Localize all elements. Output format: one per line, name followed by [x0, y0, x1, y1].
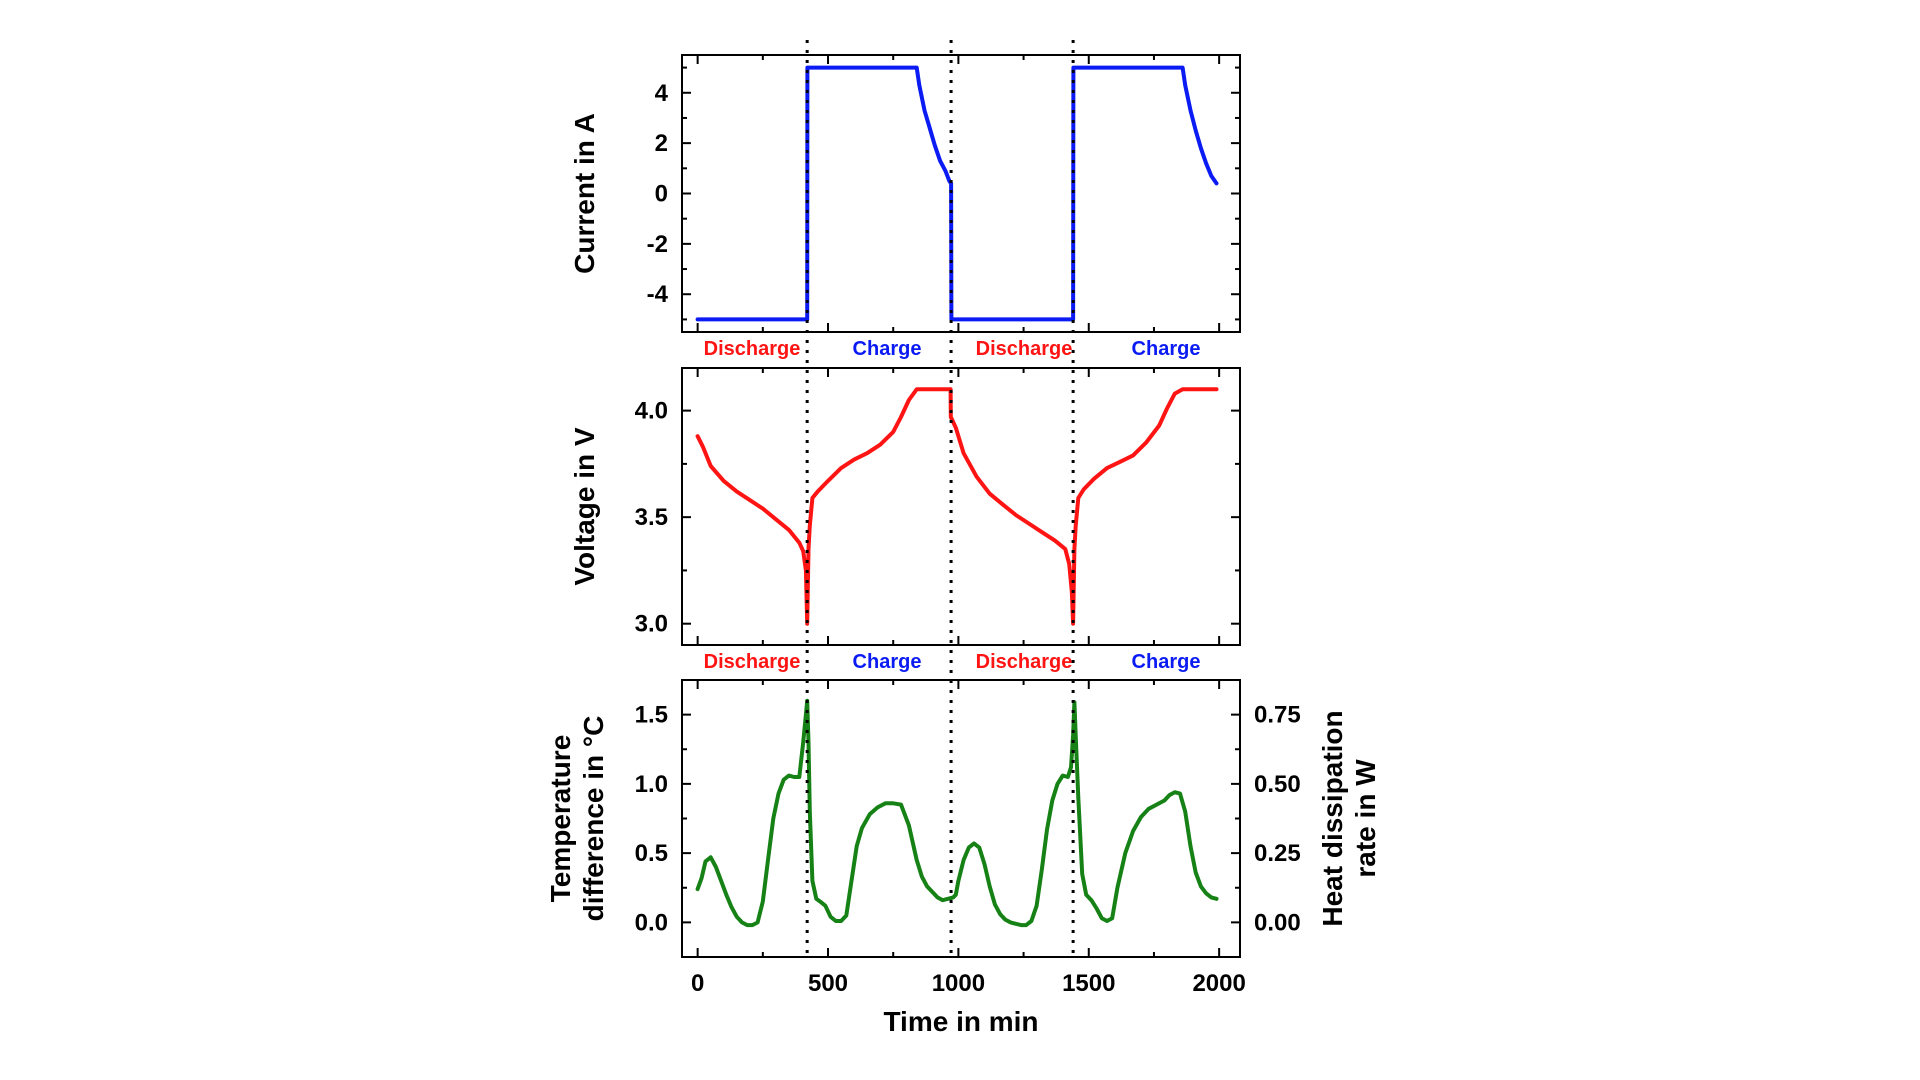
y-right-axis-title-line: rate in W	[1350, 759, 1381, 878]
y-tick-label: -2	[647, 231, 668, 258]
y-axis-title-line: difference in °C	[578, 716, 609, 922]
y-tick-label: 0.0	[635, 909, 668, 936]
y-right-axis-title: Heat dissipationrate in W	[1317, 710, 1381, 926]
y-tick-label: 4.0	[635, 398, 668, 425]
phase-label-charge: Charge	[1132, 338, 1201, 360]
current-panel: -4 -2 0 2 4 Current in A Discharge Charge Discha…	[569, 54, 1241, 360]
y-axis-title-line: Temperature	[545, 735, 576, 903]
phase-dividers	[805, 40, 1075, 957]
series-line-current	[695, 65, 1219, 322]
y-tick-label: 1.5	[635, 702, 668, 729]
x-tick-label: 1000	[932, 970, 985, 997]
voltage-panel: 3.0 3.5 4.0 Voltage in V Discharge Charge Disc…	[569, 367, 1241, 673]
y-axis-title: Voltage in V	[569, 427, 600, 585]
y-right-axis-title-line: Heat dissipation	[1317, 710, 1348, 926]
phase-label-discharge: Discharge	[704, 338, 801, 360]
y-right-tick-label: 0.75	[1254, 702, 1301, 729]
y-tick-label: 1.0	[635, 771, 668, 798]
y-tick-label: 0.5	[635, 840, 668, 867]
y-tick-label: 3.5	[635, 504, 668, 531]
phase-label-discharge: Discharge	[976, 338, 1073, 360]
phase-label-charge: Charge	[1132, 651, 1201, 673]
x-axis-title: Time in min	[883, 1006, 1038, 1037]
plot-frame	[681, 679, 1241, 958]
y-tick-label: 3.0	[635, 611, 668, 638]
x-tick-label: 1500	[1062, 970, 1115, 997]
plot-frame	[681, 367, 1241, 646]
y-axis-title: Temperaturedifference in °C	[545, 716, 609, 922]
x-tick-label: 2000	[1192, 970, 1245, 997]
x-tick-label: 500	[808, 970, 848, 997]
phase-label-charge: Charge	[853, 651, 922, 673]
y-right-tick-label: 0.00	[1254, 909, 1301, 936]
x-tick-label: 0	[691, 970, 704, 997]
phase-label-discharge: Discharge	[976, 651, 1073, 673]
phase-label-charge: Charge	[853, 338, 922, 360]
y-tick-label: 2	[655, 130, 668, 157]
y-axis-title: Current in A	[569, 113, 600, 274]
series-line-temperature	[695, 698, 1219, 928]
y-tick-label: 0	[655, 181, 668, 208]
plot-frame	[681, 54, 1241, 333]
temperature-panel: 0.0 0.5 1.0 1.5 0.00 0.25 0.50 0.75 Heat dissipa…	[545, 679, 1381, 1037]
y-tick-label: -4	[647, 281, 669, 308]
series-line-voltage	[695, 387, 1219, 626]
phase-label-discharge: Discharge	[704, 651, 801, 673]
y-right-tick-label: 0.50	[1254, 771, 1301, 798]
y-right-tick-label: 0.25	[1254, 840, 1301, 867]
y-tick-label: 4	[655, 80, 669, 107]
